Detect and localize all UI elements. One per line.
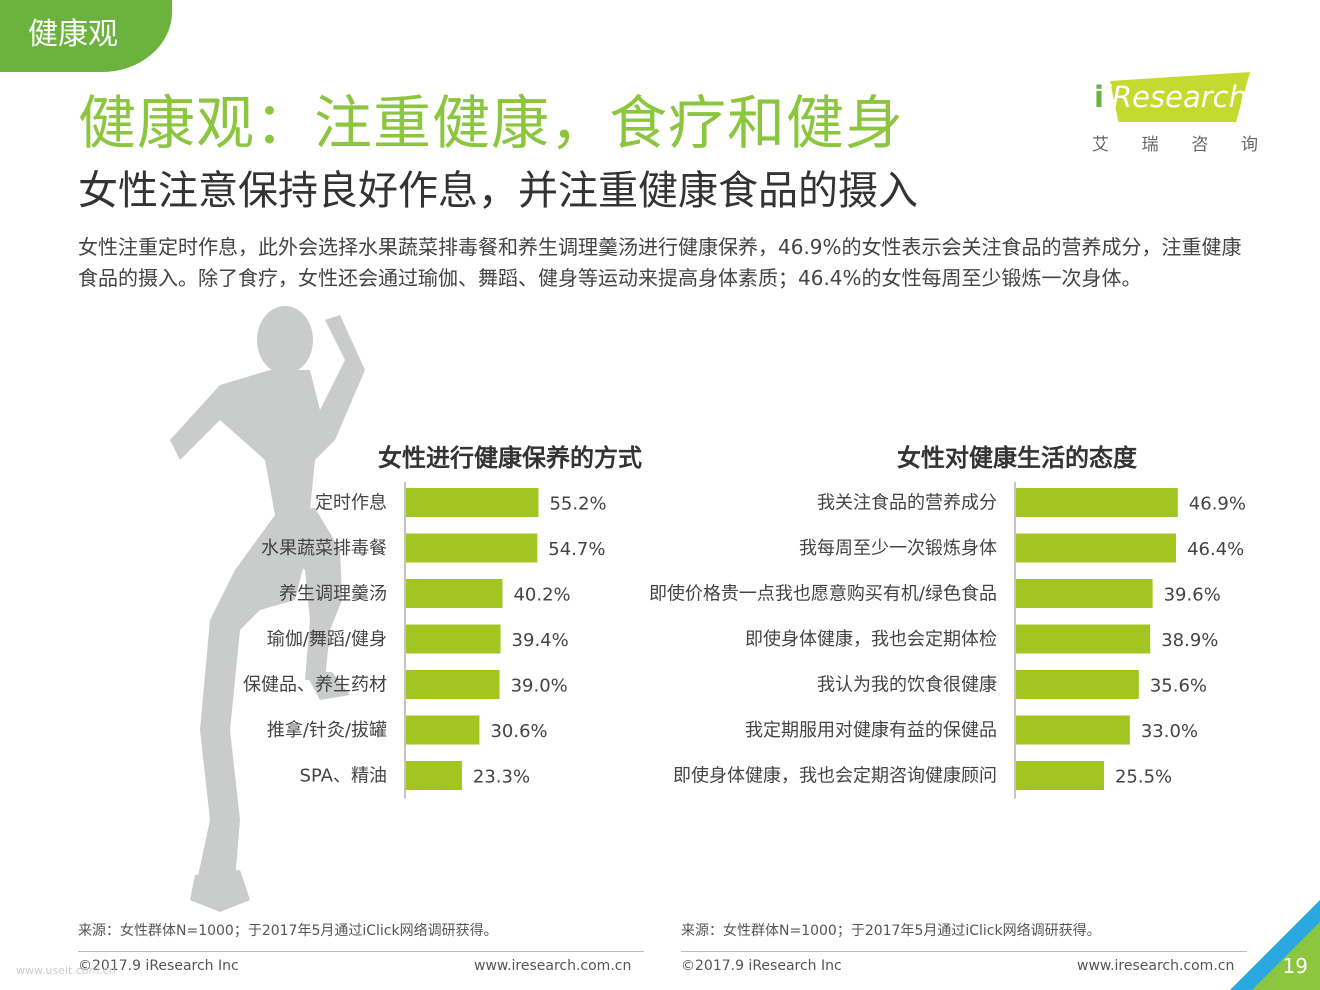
footer-divider-right [681, 951, 1247, 952]
bar [1016, 715, 1130, 745]
chart-health-methods: 定时作息 55.2% 水果蔬菜排毒餐 54.7% 养生调理羹汤 40.2% 瑜伽/舞蹈/健身… [243, 482, 607, 799]
bar [1016, 670, 1139, 699]
bar [1016, 624, 1151, 654]
category-label: 我定期服用对健康有益的保健品 [745, 720, 997, 741]
value-label: 55.2% [549, 494, 606, 515]
value-label: 40.2% [513, 585, 570, 606]
value-label: 46.9% [1189, 494, 1246, 515]
section-tag-label: 健康观 [28, 17, 118, 52]
logo-cn-char: 瑞 [1141, 135, 1159, 155]
category-label: SPA、精油 [300, 766, 387, 787]
logo-text: iResearch [1103, 80, 1247, 114]
category-label: 推拿/针灸/拔罐 [267, 719, 387, 741]
category-label: 定时作息 [315, 493, 387, 514]
category-label: 保健品、养生药材 [243, 675, 387, 696]
page-title: 健康观：注重健康，食疗和健身 [78, 89, 905, 157]
value-label: 23.3% [473, 767, 530, 788]
value-label: 54.7% [548, 539, 605, 560]
copyright-left: ©2017.9 iResearch Inc [78, 958, 239, 974]
chart-health-attitudes: 我关注食品的营养成分 46.9% 我每周至少一次锻炼身体 46.4% 即使价格贵一点我也… [649, 482, 1246, 799]
logo-flag-shape [1110, 72, 1250, 122]
copyright-right: ©2017.9 iResearch Inc [681, 958, 842, 974]
chart-left-title: 女性进行健康保养的方式 [378, 444, 642, 472]
category-label: 水果蔬菜排毒餐 [261, 538, 387, 559]
iresearch-logo: iiResearch 艾 瑞 咨 询 [1088, 70, 1258, 160]
value-label: 39.6% [1164, 585, 1221, 606]
value-label: 38.9% [1161, 630, 1218, 651]
bar [406, 533, 538, 563]
logo-cn-char: 询 [1240, 135, 1258, 155]
logo-chinese-name: 艾 瑞 咨 询 [1092, 130, 1258, 155]
page-number: 19 [1282, 954, 1308, 978]
value-label: 30.6% [490, 721, 547, 742]
url-right: www.iresearch.com.cn [1077, 958, 1235, 974]
section-tag: 健康观 [0, 0, 172, 72]
bar [406, 761, 462, 790]
category-label: 即使价格贵一点我也愿意购买有机/绿色食品 [649, 584, 997, 605]
url-left: www.iresearch.com.cn [474, 958, 632, 974]
bar [406, 624, 501, 654]
value-label: 39.4% [512, 630, 569, 651]
category-label: 我关注食品的营养成分 [817, 493, 997, 514]
bar [406, 715, 480, 745]
logo-cn-char: 艾 [1092, 135, 1109, 155]
chart-right-title: 女性对健康生活的态度 [897, 444, 1137, 472]
bar [1016, 761, 1104, 790]
category-label: 我每周至少一次锻炼身体 [799, 538, 997, 559]
category-label: 养生调理羹汤 [279, 584, 387, 605]
exercising-woman-silhouette [170, 306, 365, 912]
bar [406, 579, 503, 608]
category-label: 瑜伽/舞蹈/健身 [267, 629, 387, 650]
intro-paragraph: 女性注重定时作息，此外会选择水果蔬菜排毒餐和养生调理羹汤进行健康保养，46.9%… [78, 235, 1242, 290]
bar [406, 488, 539, 517]
bar [1016, 579, 1153, 608]
value-label: 33.0% [1141, 721, 1198, 742]
bar [1016, 533, 1177, 563]
value-label: 46.4% [1187, 539, 1244, 560]
value-label: 25.5% [1115, 767, 1172, 788]
page-subtitle: 女性注意保持良好作息，并注重健康食品的摄入 [78, 168, 918, 214]
bar [1016, 488, 1178, 517]
category-label: 我认为我的饮食很健康 [817, 675, 997, 696]
source-note-left: 来源：女性群体N=1000；于2017年5月通过iClick网络调研获得。 [78, 923, 498, 939]
category-label: 即使身体健康，我也会定期体检 [745, 629, 997, 650]
bar [406, 670, 500, 699]
value-label: 35.6% [1150, 676, 1207, 697]
footer-divider-left [78, 951, 644, 952]
category-label: 即使身体健康，我也会定期咨询健康顾问 [673, 766, 997, 787]
source-note-right: 来源：女性群体N=1000；于2017年5月通过iClick网络调研获得。 [681, 923, 1101, 939]
logo-cn-char: 咨 [1191, 135, 1209, 155]
logo-wordmark: iiResearch [1094, 80, 1247, 114]
watermark: www.useit.com.cn [16, 964, 116, 977]
value-label: 39.0% [511, 676, 568, 697]
page-corner-decoration [1230, 900, 1320, 990]
